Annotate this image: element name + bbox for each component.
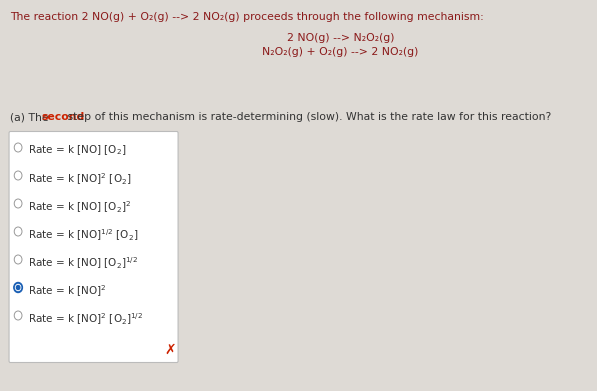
Text: ✗: ✗ [164, 343, 176, 357]
Text: step of this mechanism is rate-determining (slow). What is the rate law for this: step of this mechanism is rate-determini… [64, 112, 551, 122]
Circle shape [14, 283, 23, 292]
Circle shape [16, 285, 21, 291]
Text: second: second [41, 112, 84, 122]
Text: The reaction 2 NO(g) + O₂(g) --> 2 NO₂(g) proceeds through the following mechani: The reaction 2 NO(g) + O₂(g) --> 2 NO₂(g… [10, 12, 484, 22]
Text: Rate = k [NO] [O$_2$]$^{1/2}$: Rate = k [NO] [O$_2$]$^{1/2}$ [29, 255, 139, 271]
Text: Rate = k [NO] [O$_2$]: Rate = k [NO] [O$_2$] [29, 143, 127, 157]
FancyBboxPatch shape [9, 131, 178, 362]
Text: Rate = k [NO] [O$_2$]$^2$: Rate = k [NO] [O$_2$]$^2$ [29, 199, 131, 215]
Text: N₂O₂(g) + O₂(g) --> 2 NO₂(g): N₂O₂(g) + O₂(g) --> 2 NO₂(g) [263, 47, 419, 57]
Text: Rate = k [NO]$^2$ [O$_2$]: Rate = k [NO]$^2$ [O$_2$] [29, 171, 132, 187]
Text: 2 NO(g) --> N₂O₂(g): 2 NO(g) --> N₂O₂(g) [287, 33, 395, 43]
Circle shape [16, 285, 20, 289]
Text: Rate = k [NO]$^{1/2}$ [O$_2$]: Rate = k [NO]$^{1/2}$ [O$_2$] [29, 227, 139, 242]
Text: Rate = k [NO]$^2$: Rate = k [NO]$^2$ [29, 283, 107, 299]
Text: Rate = k [NO]$^2$ [O$_2$]$^{1/2}$: Rate = k [NO]$^2$ [O$_2$]$^{1/2}$ [29, 311, 143, 326]
Text: (a) The: (a) The [10, 112, 53, 122]
